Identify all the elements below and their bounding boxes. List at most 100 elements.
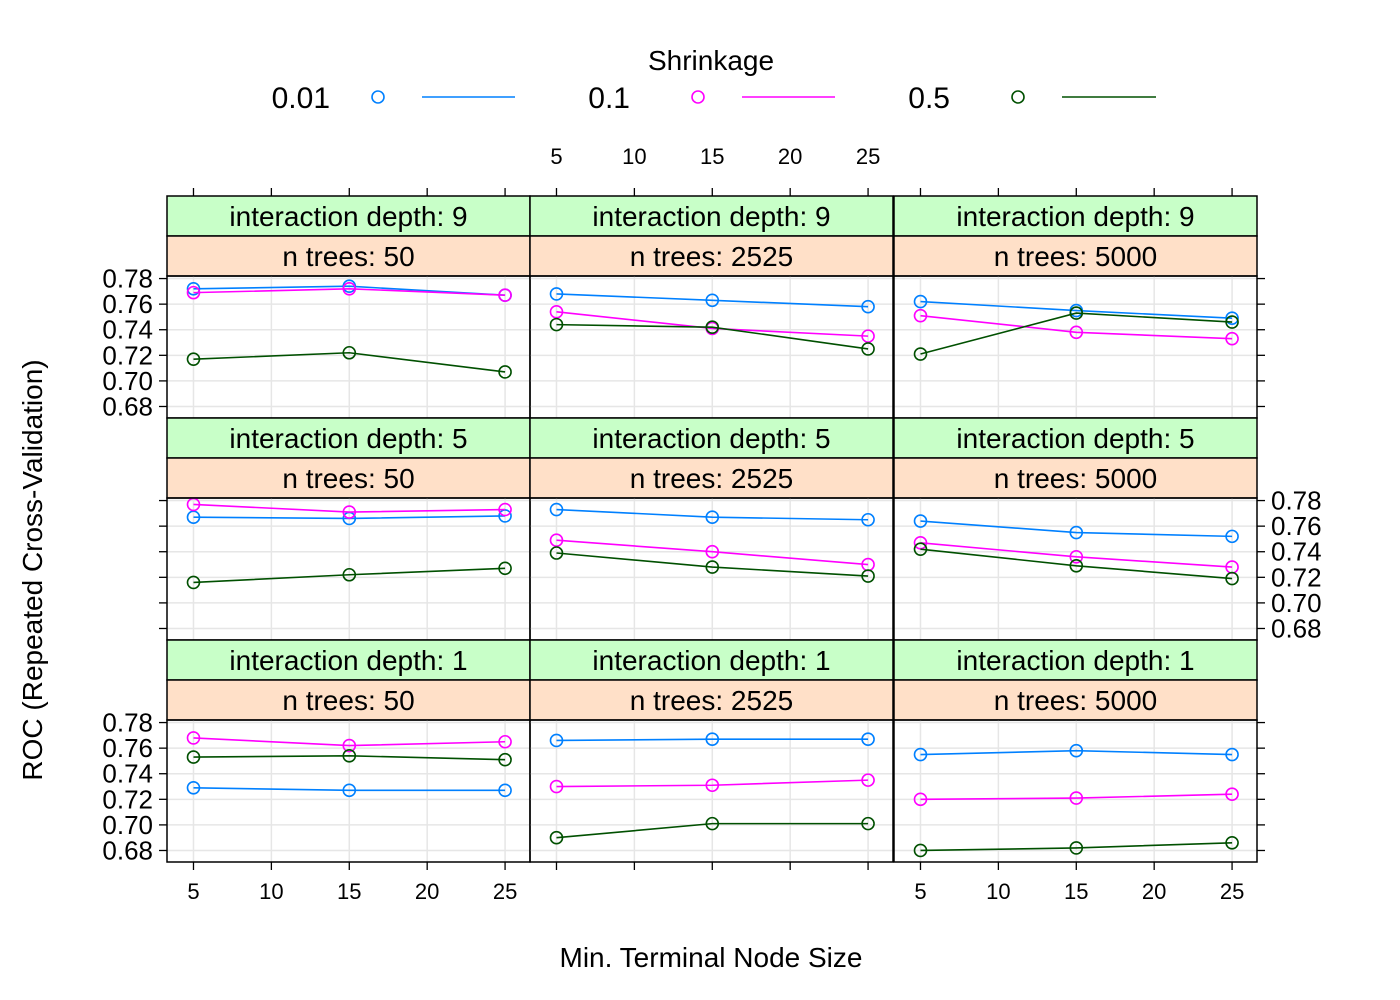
- strip-depth-label: interaction depth: 5: [592, 423, 830, 454]
- data-point: [861, 299, 875, 314]
- y-tick-label: 0.70: [102, 366, 153, 396]
- data-point: [913, 747, 928, 762]
- data-point: [705, 510, 720, 524]
- panel-border: [893, 497, 1258, 641]
- data-point: [705, 293, 720, 308]
- data-point: [342, 738, 357, 753]
- data-point: [913, 294, 928, 309]
- data-point: [186, 281, 201, 296]
- data-point: [186, 575, 201, 590]
- series-line-0.01: [193, 787, 506, 792]
- data-point: [705, 778, 720, 793]
- data-point: [913, 308, 928, 323]
- data-point: [705, 544, 720, 559]
- data-point: [1069, 550, 1084, 564]
- x-tick-label: 25: [856, 144, 880, 169]
- data-point: [549, 830, 564, 845]
- data-point: [186, 781, 201, 795]
- x-axis-label: Min. Terminal Node Size: [560, 942, 863, 973]
- strip-depth: [529, 195, 894, 237]
- panel-border: [893, 719, 1258, 863]
- series-line-0.1: [556, 779, 869, 788]
- x-tick-label: 5: [187, 879, 199, 904]
- panels: interaction depth: 9 n trees: 50 interacti…: [166, 195, 1258, 863]
- strip-trees: [166, 457, 531, 499]
- y-tick-label: 0.68: [102, 391, 153, 421]
- data-point: [913, 535, 928, 550]
- y-tick-label: 0.68: [1271, 613, 1322, 643]
- series-line-0.1: [920, 793, 1233, 801]
- series-line-0.5: [193, 755, 506, 761]
- data-point: [549, 317, 564, 332]
- panel-2-2: interaction depth: 5 n trees: 2525: [529, 417, 894, 641]
- panel-border: [529, 719, 894, 863]
- data-point: [498, 752, 512, 767]
- strip-depth: [166, 417, 531, 459]
- data-point: [913, 542, 928, 556]
- y-tick-label: 0.74: [102, 315, 153, 345]
- strip-trees-label: n trees: 5000: [994, 685, 1157, 716]
- data-point: [498, 502, 512, 517]
- data-point: [342, 567, 357, 582]
- y-tick-label: 0.68: [102, 835, 153, 865]
- data-point: [1225, 571, 1239, 586]
- strip-trees-label: n trees: 5000: [994, 241, 1157, 272]
- x-tick-label: 5: [914, 879, 926, 904]
- data-point: [549, 733, 564, 748]
- y-tick-label: 0.74: [102, 759, 153, 789]
- x-tick-label: 20: [1142, 879, 1166, 904]
- y-tick-label: 0.78: [1271, 486, 1322, 516]
- data-point: [705, 816, 720, 831]
- y-axis-label: ROC (Repeated Cross-Validation): [17, 359, 48, 780]
- y-tick-label: 0.74: [1271, 537, 1322, 567]
- legend-entry-0.1: 0.1: [588, 82, 835, 115]
- strip-trees-label: n trees: 50: [282, 241, 414, 272]
- strip-trees: [529, 235, 894, 277]
- series-line-0.1: [920, 314, 1233, 340]
- data-point: [549, 546, 564, 560]
- series-line-0.01: [920, 300, 1233, 320]
- legend-entry-0.5: 0.5: [908, 82, 1156, 115]
- strip-depth-label: interaction depth: 1: [229, 645, 467, 676]
- data-point: [705, 320, 720, 334]
- series-line-0.5: [920, 548, 1233, 580]
- strip-depth-label: interaction depth: 9: [956, 201, 1194, 232]
- series-line-0.5: [920, 842, 1233, 852]
- data-point: [498, 365, 512, 379]
- axis-ticks: 5 10 15 20 255 10 15 20 255 10 15 20 250.680.700.720…: [102, 144, 1321, 904]
- y-tick-label: 0.76: [1271, 511, 1322, 541]
- series-line-0.5: [556, 822, 869, 839]
- series-line-0.01: [193, 285, 506, 296]
- y-tick-label: 0.72: [102, 340, 153, 370]
- data-point: [498, 734, 512, 749]
- strip-depth: [166, 195, 531, 237]
- legend: Shrinkage 0.01 0.1 0.5: [272, 45, 1156, 115]
- x-tick-label: 10: [622, 144, 646, 169]
- strip-trees: [893, 679, 1258, 721]
- data-point: [549, 779, 564, 794]
- strip-depth-label: interaction depth: 9: [229, 201, 467, 232]
- panel-1-2: interaction depth: 9 n trees: 2525: [529, 195, 894, 419]
- data-point: [861, 732, 875, 746]
- y-tick-label: 0.72: [1271, 562, 1322, 592]
- legend-entry-0.01: 0.01: [272, 82, 515, 115]
- data-point: [913, 347, 928, 361]
- data-point: [861, 342, 875, 356]
- data-point: [913, 843, 928, 858]
- y-tick-label: 0.70: [102, 810, 153, 840]
- data-point: [1069, 325, 1084, 340]
- y-tick-label: 0.78: [102, 264, 153, 294]
- data-point: [342, 281, 357, 296]
- y-tick-label: 0.76: [102, 733, 153, 763]
- data-point: [342, 505, 357, 519]
- data-point: [861, 773, 875, 787]
- data-point: [498, 561, 512, 576]
- x-tick-label: 20: [415, 879, 439, 904]
- data-point: [186, 750, 201, 764]
- data-point: [549, 287, 564, 301]
- strip-depth: [893, 639, 1258, 681]
- data-point: [186, 352, 201, 366]
- series-line-0.01: [920, 520, 1233, 538]
- series-line-0.5: [556, 552, 869, 577]
- series-line-0.5: [193, 567, 506, 584]
